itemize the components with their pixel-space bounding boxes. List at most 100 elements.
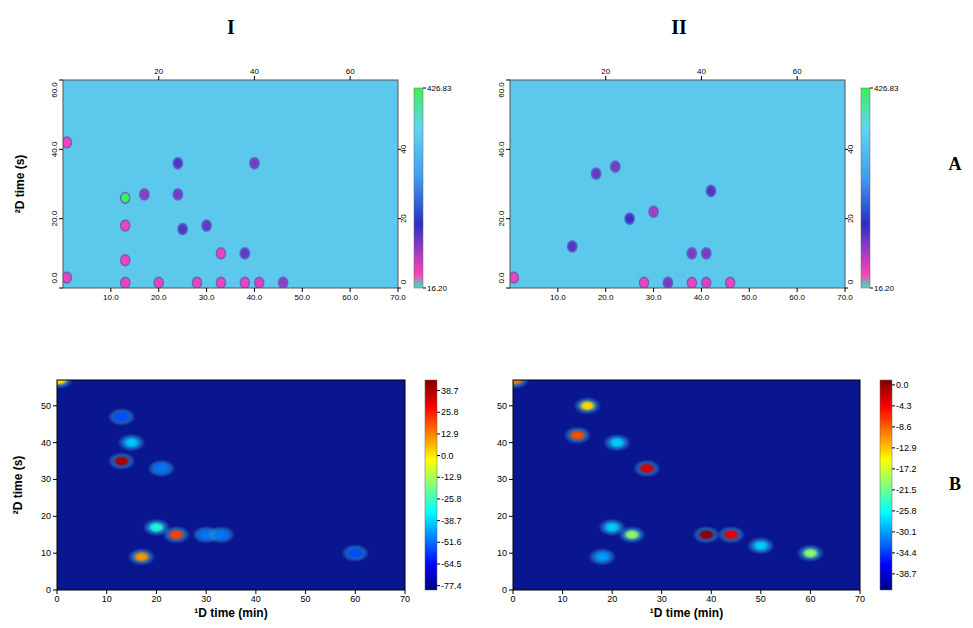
peak [177,222,189,236]
y2-tick-label: 40 [846,144,855,153]
peaks [513,380,824,566]
y2-tick [845,288,848,289]
colorbar-tick [892,552,895,553]
y-tick-label: 50 [41,401,51,411]
x-tick-label: 70.0 [837,293,853,302]
y-tick [53,516,57,517]
peak [63,271,73,285]
colorbar-tick-label: 426.83 [427,84,452,93]
peak [624,212,636,226]
colorbar-tick [437,563,440,564]
x-tick-label: 60 [805,594,815,604]
colorbar-tick-label: -4.3 [896,401,912,411]
plot-background [57,380,405,590]
plot-background [513,380,860,590]
y-tick [509,442,513,443]
peak [686,246,698,260]
peak [692,526,720,544]
y-tick-label: 10 [497,548,507,558]
y-tick-label: 0.0 [50,272,59,284]
colorbar-tick-label: 16.20 [874,284,895,293]
y-tick-label: 20 [497,511,507,521]
x-tick-label: 30.0 [646,293,662,302]
x2-tick [701,76,702,80]
colorbar-tick [870,88,873,89]
x-tick-label: 70.0 [390,293,406,302]
colorbar-tick [892,405,895,406]
colorbar-tick-label: -38.7 [441,516,462,526]
colorbar-tick [892,447,895,448]
y-tick-label: 30 [41,474,51,484]
x2-tick-label: 40 [697,67,706,76]
y-tick-label: 0 [502,585,507,595]
colorbar-tick [870,288,873,289]
colorbar-tick [423,288,426,289]
colorbar-tick-label: 16.20 [427,284,448,293]
peak [796,544,824,562]
peak [57,380,73,389]
peak [588,548,616,566]
peak [119,219,131,233]
x2-tick [158,76,159,80]
peak [119,191,131,205]
panel: 10.020.030.040.050.060.070.02040600.020.… [13,67,452,302]
colorbar-tick-label: 25.8 [441,407,459,417]
y-tick-label: 40.0 [497,141,506,157]
peak [142,518,170,536]
colorbar-tick-label: -12.9 [441,472,462,482]
x2-tick-label: 60 [793,67,802,76]
x-tick-label: 30.0 [199,293,215,302]
colorbar-tick [423,88,426,89]
x-tick-label: 40 [251,594,261,604]
peak [513,380,529,389]
y-tick-label: 40.0 [50,141,59,157]
peak [573,397,601,415]
peak [239,276,251,288]
peak [638,276,650,288]
panel: 10.020.030.040.050.060.070.02040600.020.… [497,67,899,302]
x2-tick [797,76,798,80]
y-tick-label: 60.0 [50,82,59,98]
x-tick [797,288,798,292]
peaks [63,135,289,288]
colorbar-tick-label: 0.0 [896,380,909,390]
colorbar-tick [892,573,895,574]
y-tick [59,149,63,150]
peak [700,246,712,260]
plot-frame [510,80,845,288]
peak [566,239,578,253]
y-tick-label: 20.0 [497,210,506,226]
x-tick-label: 0 [54,594,59,604]
peak [598,518,626,536]
x-tick-label: 50.0 [741,293,757,302]
y-tick [506,288,510,289]
y2-tick-label: 0 [846,279,855,284]
colorbar-tick [892,384,895,385]
peak [191,276,203,288]
colorbar [414,88,423,288]
x-tick [398,288,399,292]
colorbar-tick [892,489,895,490]
peak [147,459,175,477]
y2-tick-label: 40 [399,144,408,153]
colorbar-tick [437,390,440,391]
peak [201,219,213,233]
x-tick [206,288,207,292]
x-tick-label: 70 [855,594,865,604]
x-tick-label: 20 [607,594,617,604]
colorbar-tick-label: -64.5 [441,559,462,569]
x-tick-label: 40 [706,594,716,604]
y-tick [53,405,57,406]
colorbar-tick-label: -77.4 [441,581,462,591]
y-tick-label: 50 [497,401,507,411]
colorbar-tick-label: -38.7 [896,569,917,579]
x-tick [110,288,111,292]
peak [248,156,260,170]
colorbar-tick-label: 38.7 [441,386,459,396]
x-tick-label: 0 [510,594,515,604]
y-tick [59,218,63,219]
y-tick [506,149,510,150]
y-tick [506,218,510,219]
y-tick [53,442,57,443]
x-tick-label: 50 [756,594,766,604]
